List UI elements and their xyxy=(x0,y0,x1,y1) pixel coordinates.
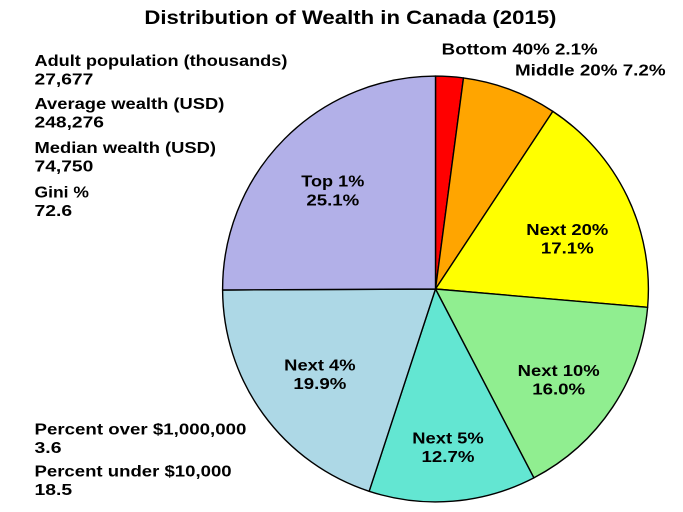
svg-text:Next 4%: Next 4% xyxy=(284,358,355,375)
svg-text:Distribution of Wealth in Cana: Distribution of Wealth in Canada (2015) xyxy=(144,8,556,29)
svg-text:19.9%: 19.9% xyxy=(293,376,346,393)
svg-text:12.7%: 12.7% xyxy=(422,449,475,466)
svg-text:Next 20%: Next 20% xyxy=(526,222,608,239)
svg-text:Adult population (thousands): Adult population (thousands) xyxy=(35,53,288,70)
svg-text:Next 10%: Next 10% xyxy=(518,363,600,380)
svg-text:Percent over $1,000,000: Percent over $1,000,000 xyxy=(35,422,247,439)
svg-text:Bottom 40% 2.1%: Bottom 40% 2.1% xyxy=(442,42,598,59)
svg-text:3.6: 3.6 xyxy=(35,440,62,457)
svg-text:72.6: 72.6 xyxy=(35,203,73,220)
svg-text:Average wealth (USD): Average wealth (USD) xyxy=(35,96,225,113)
svg-text:Middle 20% 7.2%: Middle 20% 7.2% xyxy=(515,63,666,80)
svg-text:74,750: 74,750 xyxy=(35,159,94,176)
svg-text:27,677: 27,677 xyxy=(35,72,94,89)
svg-text:25.1%: 25.1% xyxy=(306,192,359,209)
svg-text:248,276: 248,276 xyxy=(35,115,105,132)
svg-text:Next 5%: Next 5% xyxy=(412,431,483,448)
svg-text:Top 1%: Top 1% xyxy=(301,174,364,191)
svg-text:Median wealth (USD): Median wealth (USD) xyxy=(35,140,217,157)
svg-text:16.0%: 16.0% xyxy=(532,382,585,399)
svg-text:17.1%: 17.1% xyxy=(541,241,594,258)
svg-text:Percent under $10,000: Percent under $10,000 xyxy=(35,463,232,480)
svg-text:Gini %: Gini % xyxy=(35,184,89,201)
svg-text:18.5: 18.5 xyxy=(35,482,73,499)
